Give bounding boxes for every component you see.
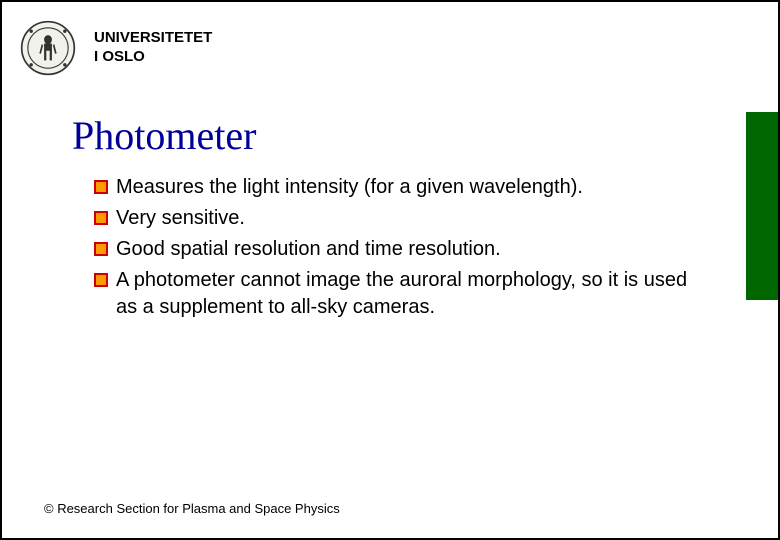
- bullet-text: A photometer cannot image the auroral mo…: [116, 267, 694, 321]
- bullet-marker-icon: [94, 180, 108, 194]
- slide-footer: © Research Section for Plasma and Space …: [44, 501, 340, 516]
- bullet-marker-icon: [94, 273, 108, 287]
- university-line2: I OSLO: [94, 48, 145, 65]
- bullet-marker-icon: [94, 242, 108, 256]
- slide-title: Photometer: [72, 112, 256, 159]
- bullet-marker-icon: [94, 211, 108, 225]
- bullet-text: Good spatial resolution and time resolut…: [116, 236, 501, 263]
- bullet-text: Measures the light intensity (for a give…: [116, 174, 583, 201]
- university-seal-icon: [20, 20, 76, 76]
- bullet-text: Very sensitive.: [116, 205, 245, 232]
- list-item: Measures the light intensity (for a give…: [94, 174, 694, 201]
- university-name: UNIVERSITETET I OSLO: [94, 29, 212, 67]
- university-line1: UNIVERSITETET: [94, 29, 212, 46]
- list-item: Good spatial resolution and time resolut…: [94, 236, 694, 263]
- list-item: A photometer cannot image the auroral mo…: [94, 267, 694, 321]
- accent-bar: [746, 112, 778, 300]
- slide-frame: UNIVERSITETET I OSLO Photometer Measures…: [0, 0, 780, 540]
- slide-header: UNIVERSITETET I OSLO: [20, 20, 212, 76]
- bullet-list: Measures the light intensity (for a give…: [94, 174, 694, 325]
- list-item: Very sensitive.: [94, 205, 694, 232]
